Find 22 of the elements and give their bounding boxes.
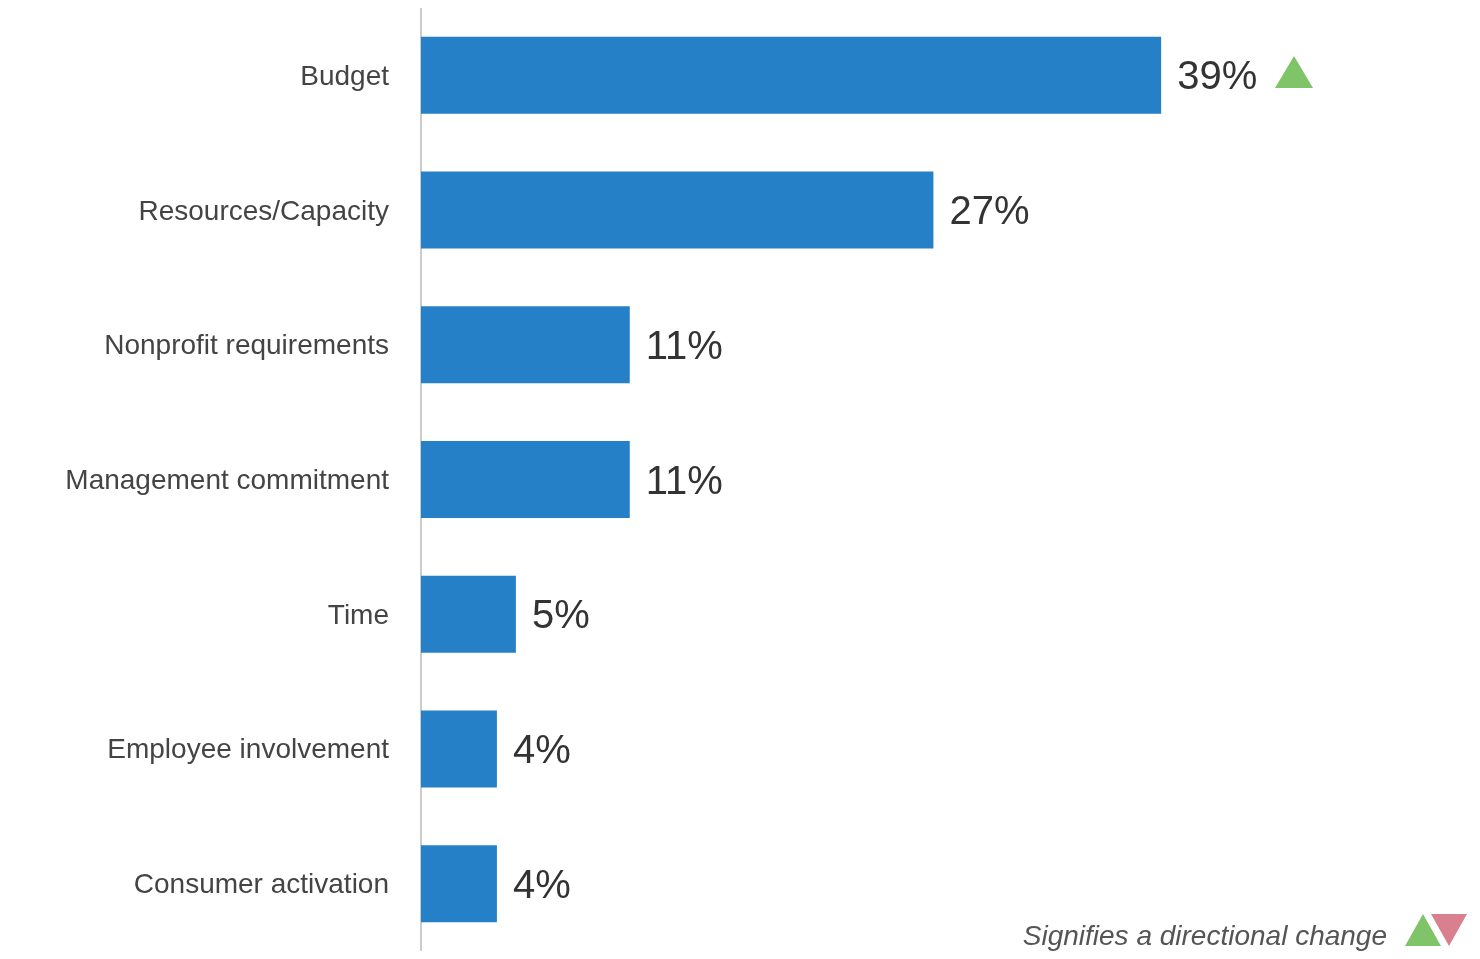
bar [421,845,497,923]
data-label: 11% [645,322,723,367]
annotation: Signifies a directional change [1022,919,1387,951]
data-label: 39% [1177,53,1258,98]
y-tick-label: Consumer activation [133,868,389,900]
y-tick-label: Budget [300,59,390,91]
data-label: 4% [512,726,571,771]
y-tick-label: Management commitment [65,464,390,495]
bar [421,710,497,788]
data-label: 27% [949,188,1030,233]
y-tick-label: Resources/Capacity [138,194,389,226]
y-tick-label: Time [327,598,389,630]
bar [421,441,630,518]
bar [421,306,630,384]
y-tick-label: Nonprofit requirements [104,329,389,361]
data-label: 5% [531,592,590,637]
bar [421,36,1162,114]
bar [421,575,516,653]
data-label: 11% [645,457,723,502]
y-tick-label: Employee involvement [107,733,390,765]
data-label: 4% [512,861,571,906]
bar [421,171,934,249]
